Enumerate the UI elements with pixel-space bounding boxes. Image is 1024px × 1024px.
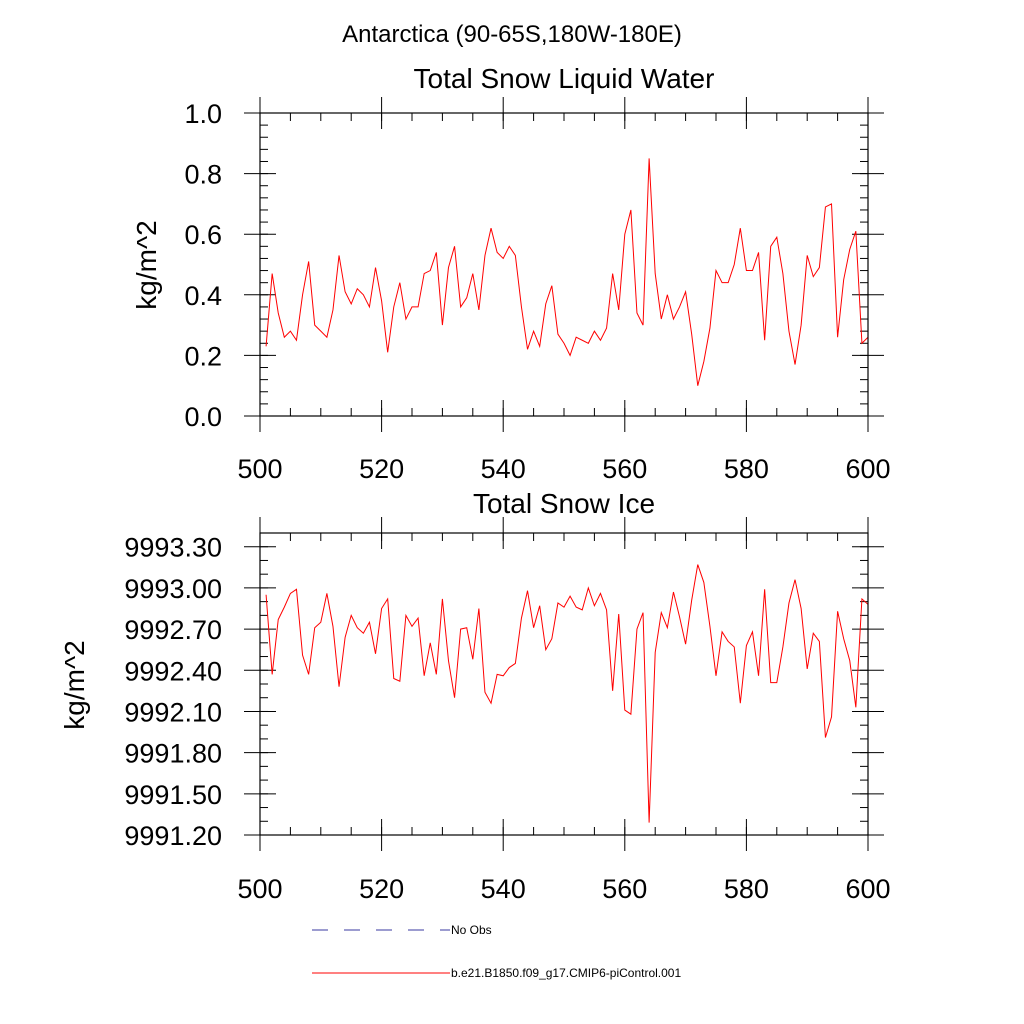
y-axis-label: kg/m^2 <box>131 220 162 309</box>
x-tick-label: 500 <box>237 454 282 484</box>
y-tick-label: 9991.50 <box>124 780 222 810</box>
x-tick-label: 540 <box>481 454 526 484</box>
x-tick-label: 600 <box>845 454 890 484</box>
y-axis-label: kg/m^2 <box>59 640 90 729</box>
figure-title: Antarctica (90-65S,180W-180E) <box>342 21 682 48</box>
x-tick-label: 580 <box>724 454 769 484</box>
y-tick-label: 0.2 <box>184 341 222 371</box>
y-tick-label: 0.6 <box>184 220 222 250</box>
legend-label-no-obs: No Obs <box>451 923 492 937</box>
tick-labels: 500 520 540 560 580 600 9991.20 9991.50 9991.80 9… <box>124 533 890 904</box>
series-line <box>265 564 869 823</box>
y-tick-label: 9992.70 <box>124 615 222 645</box>
y-tick-label: 9991.80 <box>124 739 222 769</box>
y-tick-label: 0.4 <box>184 281 222 311</box>
series-line <box>265 158 869 386</box>
x-tick-label: 580 <box>724 874 769 904</box>
x-tick-label: 520 <box>359 874 404 904</box>
x-tick-label: 560 <box>602 454 647 484</box>
plot-frame <box>259 112 869 417</box>
series-group <box>265 564 869 823</box>
legend: No Obs b.e21.B1850.f09_g17.CMIP6-piContr… <box>312 923 681 980</box>
y-tick-label: 0.0 <box>184 402 222 432</box>
legend-label-model-run: b.e21.B1850.f09_g17.CMIP6-piControl.001 <box>451 966 681 980</box>
x-tick-label: 560 <box>602 874 647 904</box>
x-tick-label: 520 <box>359 454 404 484</box>
chart-panel-snow-ice: Total Snow Ice kg/m^2 500 520 540 560 580 600… <box>59 488 891 904</box>
x-tick-label: 500 <box>237 874 282 904</box>
y-tick-label: 9992.40 <box>124 656 222 686</box>
x-tick-label: 600 <box>845 874 890 904</box>
series-group <box>265 158 869 386</box>
y-tick-label: 9992.10 <box>124 697 222 727</box>
x-tick-label: 540 <box>481 874 526 904</box>
y-tick-label: 9993.30 <box>124 533 222 563</box>
y-tick-label: 0.8 <box>184 160 222 190</box>
chart-title: Total Snow Ice <box>473 488 655 519</box>
tick-labels: 500 520 540 560 580 600 0.0 0.2 0.4 0.6 0.8 1.0 <box>184 99 890 484</box>
y-tick-label: 9993.00 <box>124 574 222 604</box>
y-tick-label: 1.0 <box>184 99 222 129</box>
plot-frame <box>259 532 869 836</box>
y-tick-label: 9991.20 <box>124 821 222 851</box>
chart-panel-snow-liquid-water: Total Snow Liquid Water kg/m^2 500 520 540… <box>131 63 891 484</box>
chart-title: Total Snow Liquid Water <box>414 63 715 94</box>
